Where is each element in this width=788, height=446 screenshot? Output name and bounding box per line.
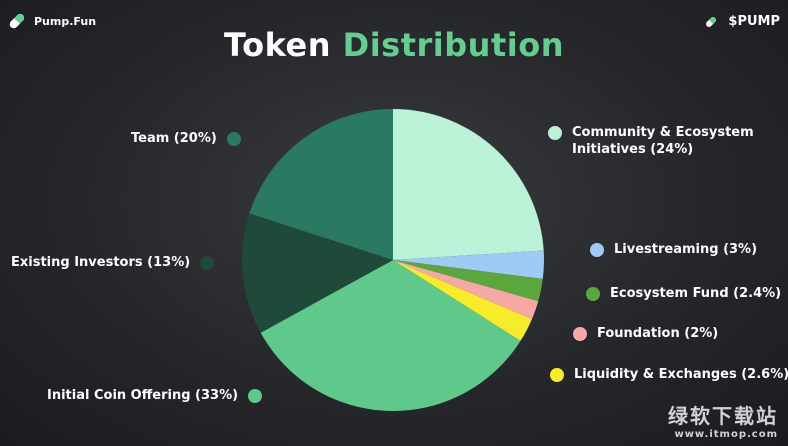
legend-swatch-ico bbox=[248, 388, 263, 403]
legend-label-team: Team (20%) bbox=[131, 131, 217, 146]
legend-item-ecosystem-fund: Ecosystem Fund (2.4%) bbox=[586, 285, 781, 302]
ticker-label: $PUMP bbox=[728, 14, 780, 29]
legend-item-ico: Initial Coin Offering (33%) bbox=[47, 387, 263, 404]
pie-slice-community-ecosystem-initiatives bbox=[393, 109, 544, 260]
legend-item-livestreaming: Livestreaming (3%) bbox=[590, 241, 757, 258]
legend-swatch-liquidity bbox=[550, 367, 564, 382]
legend-label-community: Community & Ecosystem Initiatives (24%) bbox=[572, 125, 754, 157]
pie-slice-foundation bbox=[393, 260, 539, 320]
legend-label-ico: Initial Coin Offering (33%) bbox=[47, 388, 239, 403]
legend-item-foundation: Foundation (2%) bbox=[573, 325, 718, 342]
page-title: Token Distribution bbox=[0, 26, 788, 64]
legend-swatch-ecosystem-fund bbox=[586, 286, 600, 301]
brand-name: Pump.Fun bbox=[34, 14, 97, 28]
legend-swatch-foundation bbox=[573, 326, 587, 341]
legend-item-team: Team (20%) bbox=[131, 130, 241, 147]
legend-item-liquidity: Liquidity & Exchanges (2.6%) bbox=[550, 366, 788, 383]
legend-swatch-livestreaming bbox=[590, 242, 604, 257]
pie-slice-initial-coin-offering bbox=[260, 260, 521, 411]
legend-label-liquidity: Liquidity & Exchanges (2.6%) bbox=[574, 367, 788, 382]
pie-slice-team bbox=[249, 109, 393, 260]
legend-label-ecosystem-fund: Ecosystem Fund (2.4%) bbox=[610, 286, 782, 301]
pill-icon bbox=[706, 16, 717, 27]
pie-slice-ecosystem-fund bbox=[393, 260, 543, 302]
legend-label-investors: Existing Investors (13%) bbox=[11, 255, 191, 270]
legend-label-livestreaming: Livestreaming (3%) bbox=[614, 242, 758, 257]
legend-item-community: Community & Ecosystem Initiatives (24%) bbox=[548, 124, 754, 158]
pie-slice-existing-investors bbox=[242, 213, 393, 333]
watermark: 绿软下载站 www.itmop.com bbox=[668, 400, 778, 440]
legend-swatch-community bbox=[548, 126, 562, 140]
pie-slice-liquidity-exchanges bbox=[393, 260, 532, 341]
pie-slice-livestreaming bbox=[393, 250, 544, 279]
title-part1: Token bbox=[224, 26, 331, 64]
legend-swatch-team bbox=[226, 131, 241, 146]
watermark-line2: www.itmop.com bbox=[674, 429, 778, 440]
legend-item-investors: Existing Investors (13%) bbox=[11, 254, 215, 271]
watermark-line1: 绿软下载站 bbox=[668, 404, 778, 428]
token-ticker: $PUMP bbox=[704, 14, 780, 29]
pill-icon bbox=[8, 12, 26, 30]
title-part2: Distribution bbox=[342, 26, 564, 64]
brand-logo: Pump.Fun bbox=[6, 10, 96, 32]
legend-swatch-investors bbox=[200, 255, 215, 270]
legend-label-foundation: Foundation (2%) bbox=[597, 326, 719, 341]
